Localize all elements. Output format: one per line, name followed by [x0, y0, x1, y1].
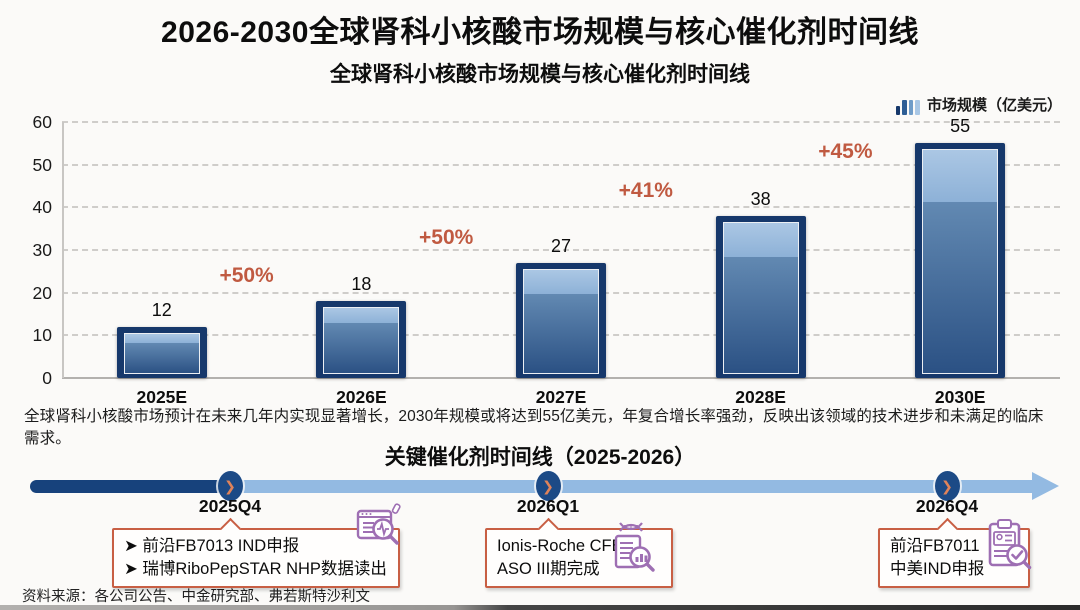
y-axis-tick-label: 0 [42, 368, 52, 388]
bar-2030E [915, 143, 1006, 378]
bar-value-label: 18 [351, 274, 372, 295]
callout-item: ASO III期完成 [497, 560, 600, 578]
callout-item: ➤ 前沿FB7013 IND申报 [124, 537, 300, 555]
chevron-right-icon: ❯ [224, 478, 236, 494]
bar-2027E [516, 262, 606, 378]
y-axis-tick-label: 50 [32, 154, 52, 175]
timeline-arrowhead-icon [1032, 472, 1059, 500]
page-title: 2026-2030全球肾科小核酸市场规模与核心催化剂时间线 [161, 16, 919, 49]
timeline-marker: ❯ [535, 471, 561, 501]
bar-value-label: 55 [950, 116, 971, 137]
y-axis-tick-label: 40 [32, 197, 52, 218]
legend-label: 市场规模（亿美元） [926, 97, 1062, 114]
x-axis-category-label: 2027E [535, 387, 587, 407]
timeline-date-label: 2026Q1 [516, 496, 580, 516]
gridline [62, 163, 1060, 166]
timeline-title: 关键催化剂时间线（2025-2026） [384, 446, 696, 469]
growth-rate-label: +50% [419, 225, 474, 249]
bar-chart-icon [895, 99, 920, 115]
bar-fill [323, 307, 400, 374]
bar-fill [722, 221, 799, 374]
chevron-right-icon: ❯ [941, 478, 953, 494]
bar-value-label: 38 [750, 188, 771, 209]
chevron-right-icon: ❯ [542, 478, 554, 494]
catalyst-callout: ➤ 前沿FB7013 IND申报 ➤ 瑞博RiboPepSTAR NHP数据读出 [112, 528, 400, 588]
report-magnifier-icon [354, 503, 404, 553]
bar-value-label: 12 [151, 299, 172, 320]
callout-item: ➤ 瑞博RiboPepSTAR NHP数据读出 [124, 560, 387, 578]
clipboard-check-icon [981, 517, 1037, 573]
y-axis-tick-label: 10 [32, 325, 52, 346]
timeline-marker: ❯ [217, 471, 243, 501]
gridline [62, 206, 1060, 209]
source-note: 资料来源：各公司公告、中金研究部、弗若斯特沙利文 [22, 589, 370, 605]
chart-legend: 市场规模（亿美元） [895, 94, 1062, 115]
x-axis-category-label: 2025E [136, 387, 188, 407]
growth-rate-label: +50% [219, 264, 274, 288]
bottom-strip [0, 605, 1080, 610]
callout-item: 中美IND申报 [890, 560, 985, 578]
timeline-marker: ❯ [934, 471, 960, 501]
bar-2028E [715, 215, 806, 378]
y-axis-line [62, 122, 64, 378]
x-axis-line [62, 377, 1060, 379]
x-axis-category-label: 2030E [934, 387, 986, 407]
x-axis-category-label: 2026E [336, 387, 387, 407]
growth-rate-label: +45% [818, 140, 873, 164]
x-axis-category-label: 2028E [735, 387, 786, 407]
growth-rate-label: +41% [618, 178, 673, 202]
timeline-date-label: 2025Q4 [198, 496, 262, 516]
y-axis-tick-label: 60 [32, 112, 52, 132]
callout-item: Ionis-Roche CFB [497, 537, 623, 555]
callout-item: 前沿FB7011 [890, 537, 980, 555]
bar-2026E [316, 301, 407, 378]
timeline-track-light [235, 480, 1032, 493]
bar-2025E [116, 326, 207, 378]
bar-value-label: 27 [550, 235, 572, 256]
y-axis-tick-label: 20 [32, 282, 52, 303]
y-axis-tick-label: 30 [32, 240, 52, 260]
chart-title: 全球肾科小核酸市场规模与核心催化剂时间线 [330, 63, 750, 86]
timeline-track-dark [30, 480, 235, 493]
bar-fill [523, 268, 599, 374]
dna-report-icon [606, 519, 662, 575]
timeline-date-label: 2026Q4 [915, 496, 979, 516]
chart-description: 全球肾科小核酸市场预计在未来几年内实现显著增长，2030年规模或将达到55亿美元… [24, 408, 1044, 447]
gridline [62, 121, 1060, 123]
bar-fill [922, 149, 999, 374]
gridline [62, 249, 1060, 251]
bar-fill [123, 332, 200, 374]
